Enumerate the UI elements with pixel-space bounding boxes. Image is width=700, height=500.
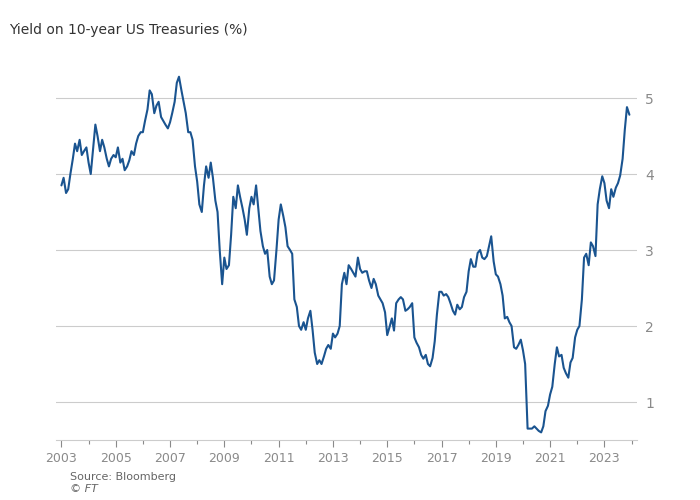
Text: Source: Bloomberg: Source: Bloomberg [70, 472, 176, 482]
Text: Yield on 10-year US Treasuries (%): Yield on 10-year US Treasuries (%) [10, 23, 248, 37]
Text: © FT: © FT [70, 484, 98, 494]
